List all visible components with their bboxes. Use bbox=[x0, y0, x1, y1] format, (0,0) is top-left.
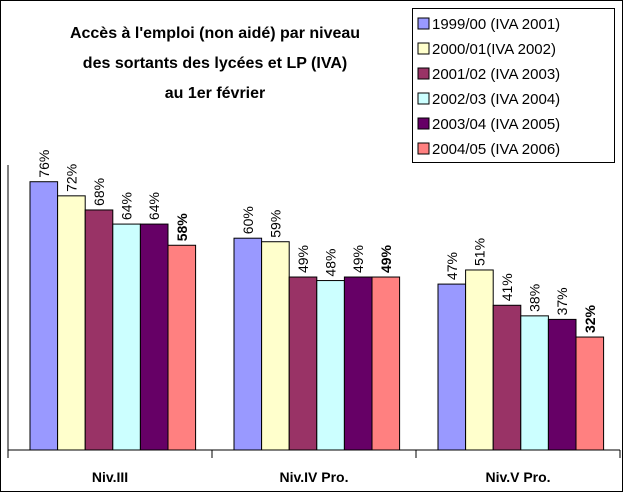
legend-label: 2004/05 (IVA 2006) bbox=[432, 141, 560, 158]
bar bbox=[288, 276, 318, 451]
legend-label: 2000/01(IVA 2002) bbox=[432, 41, 556, 58]
legend-label: 2003/04 (IVA 2005) bbox=[432, 116, 560, 133]
bar bbox=[233, 237, 263, 451]
bar bbox=[547, 318, 577, 451]
value-label: 49% bbox=[350, 245, 366, 273]
bar bbox=[520, 315, 549, 451]
bar bbox=[57, 195, 86, 451]
bar bbox=[84, 209, 114, 451]
x-tick-label: Niv.IV Pro. bbox=[280, 469, 349, 485]
bar bbox=[371, 276, 401, 451]
chart-title: des sortants des lycées et LP (IVA) bbox=[83, 55, 347, 72]
bar bbox=[167, 244, 197, 451]
bar bbox=[465, 269, 494, 451]
x-tick-label: Niv.III bbox=[92, 469, 128, 485]
bar bbox=[575, 336, 605, 451]
value-label: 72% bbox=[63, 164, 79, 192]
bar bbox=[437, 283, 467, 451]
bar bbox=[492, 304, 522, 451]
legend-label: 1999/00 (IVA 2001) bbox=[432, 16, 560, 33]
bar bbox=[343, 276, 373, 451]
legend-swatch bbox=[417, 92, 430, 105]
legend-swatch bbox=[417, 17, 430, 30]
bar bbox=[112, 223, 141, 451]
chart-title: Accès à l'emploi (non aidé) par niveau bbox=[70, 25, 360, 42]
bar bbox=[261, 241, 290, 451]
value-label: 49% bbox=[295, 245, 311, 273]
bar bbox=[139, 223, 169, 451]
x-tick-label: Niv.V Pro. bbox=[485, 469, 550, 485]
legend-swatch bbox=[417, 67, 430, 80]
legend-swatch bbox=[417, 142, 430, 155]
value-label: 48% bbox=[323, 249, 339, 277]
value-label: 37% bbox=[554, 287, 570, 315]
value-label: 32% bbox=[582, 304, 598, 333]
legend-box bbox=[412, 8, 615, 163]
value-label: 76% bbox=[36, 150, 52, 178]
value-label: 59% bbox=[267, 210, 283, 238]
value-label: 38% bbox=[527, 284, 543, 312]
value-label: 58% bbox=[174, 213, 190, 242]
value-label: 64% bbox=[146, 192, 162, 220]
bar bbox=[316, 280, 345, 451]
legend-swatch bbox=[417, 117, 430, 130]
legend-swatch bbox=[417, 42, 430, 55]
legend-label: 2001/02 (IVA 2003) bbox=[432, 66, 560, 83]
value-label: 60% bbox=[240, 206, 256, 234]
bar bbox=[29, 181, 59, 451]
value-label: 64% bbox=[119, 192, 135, 220]
value-label: 41% bbox=[499, 273, 515, 301]
value-label: 51% bbox=[471, 238, 487, 266]
value-label: 68% bbox=[91, 178, 107, 206]
chart-title: au 1er février bbox=[165, 85, 266, 102]
value-label: 47% bbox=[444, 252, 460, 280]
legend-label: 2002/03 (IVA 2004) bbox=[432, 91, 560, 108]
value-label: 49% bbox=[378, 244, 394, 273]
